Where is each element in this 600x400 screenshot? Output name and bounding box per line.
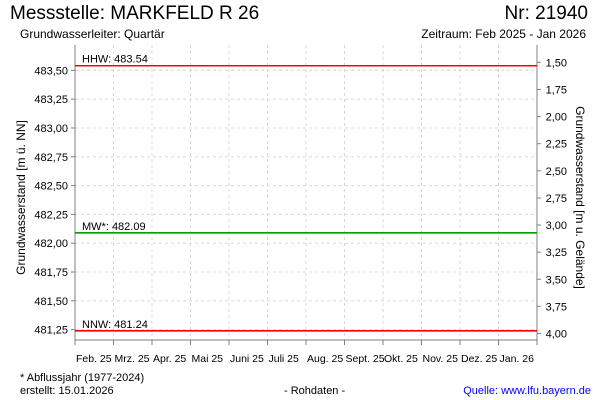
x-tick-label: Juni 25 <box>230 353 264 365</box>
y-tick-label: 482,75 <box>34 152 68 164</box>
y-right-tick-label: 3,25 <box>546 247 567 259</box>
station-title: Messstelle: MARKFELD R 26 <box>10 3 260 24</box>
y-right-tick-label: 2,50 <box>546 166 567 178</box>
x-tick-label: Nov. 25 <box>423 353 459 365</box>
y-tick-label: 483,50 <box>34 65 68 77</box>
y-right-tick-label: 3,00 <box>546 220 567 232</box>
y-right-tick-label: 2,75 <box>546 193 567 205</box>
rawdata-label: - Rohdaten - <box>284 385 346 397</box>
x-tick-label: Juli 25 <box>269 353 300 365</box>
y-tick-label: 481,50 <box>34 296 68 308</box>
created-date: erstellt: 15.01.2026 <box>20 385 114 397</box>
aquifer-label: Grundwasserleiter: Quartär <box>20 27 165 41</box>
y-axis-right-title: Grundwasserstand [m u. Gelände] <box>573 106 587 289</box>
x-tick-label: Mai 25 <box>192 353 224 365</box>
footnote: * Abflussjahr (1977-2024) <box>20 372 145 384</box>
y-tick-label: 482,50 <box>34 181 68 193</box>
ref-label-hhw: HHW: 483.54 <box>82 54 148 66</box>
y-tick-label: 481,75 <box>34 267 68 279</box>
source-link[interactable]: Quelle: www.lfu.bayern.de <box>463 385 591 397</box>
y-tick-label: 481,25 <box>34 325 68 337</box>
x-tick-label: Feb. 25 <box>76 353 112 365</box>
y-tick-label: 483,00 <box>34 123 68 135</box>
y-right-tick-label: 1,50 <box>546 57 567 69</box>
x-tick-label: Apr. 25 <box>153 353 186 365</box>
y-tick-label: 482,00 <box>34 238 68 250</box>
y-tick-label: 482,25 <box>34 209 68 221</box>
y-tick-label: 483,25 <box>34 94 68 106</box>
y-right-tick-label: 3,75 <box>546 301 567 313</box>
y-right-tick-label: 3,50 <box>546 274 567 286</box>
y-right-tick-label: 1,75 <box>546 84 567 96</box>
y-right-tick-label: 2,00 <box>546 112 567 124</box>
x-tick-label: Mrz. 25 <box>115 353 150 365</box>
station-number: Nr: 21940 <box>504 3 588 24</box>
x-tick-label: Sept. 25 <box>346 353 385 365</box>
x-tick-label: Okt. 25 <box>384 353 418 365</box>
ref-label-mw: MW*: 482.09 <box>82 221 146 233</box>
x-tick-label: Dez. 25 <box>461 353 497 365</box>
x-tick-label: Jan. 26 <box>500 353 535 365</box>
ref-label-nnw: NNW: 481.24 <box>82 319 148 331</box>
y-right-tick-label: 2,25 <box>546 139 567 151</box>
x-tick-label: Aug. 25 <box>307 353 343 365</box>
y-axis-title: Grundwasserstand [m ü. NN] <box>14 120 28 275</box>
y-right-tick-label: 4,00 <box>546 328 567 340</box>
period-label: Zeitraum: Feb 2025 - Jan 2026 <box>421 27 586 41</box>
